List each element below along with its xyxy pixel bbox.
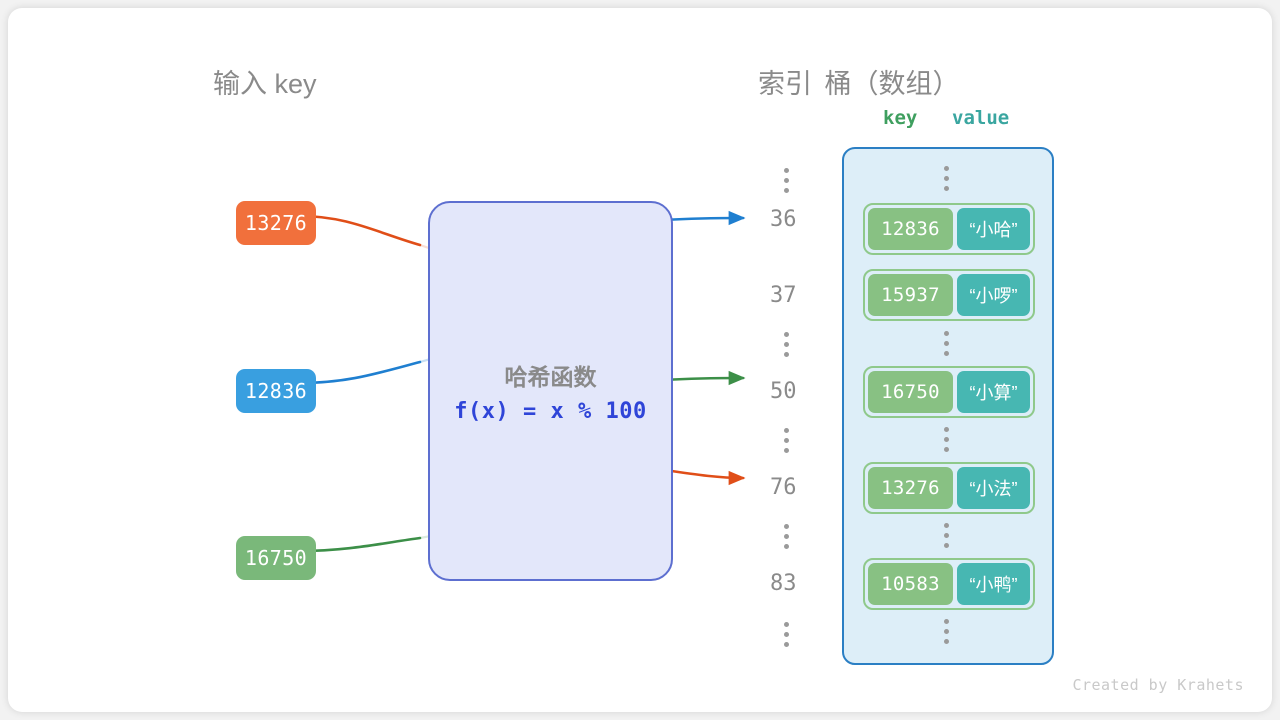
input-key-chip-13276[interactable]: 13276 bbox=[236, 201, 316, 245]
hash-function-formula: f(x) = x % 100 bbox=[454, 399, 647, 424]
input-key-chip-12836[interactable]: 12836 bbox=[236, 369, 316, 413]
column-title-input: 输入 key bbox=[213, 69, 317, 99]
entry-key: 10583 bbox=[868, 563, 953, 605]
index-label-37: 37 bbox=[770, 283, 797, 308]
entry-key: 15937 bbox=[868, 274, 953, 316]
bucket-entry-12836[interactable]: 12836 “小哈” bbox=[863, 203, 1035, 255]
wire-12836-outside-left bbox=[298, 360, 422, 385]
hash-function-box: 哈希函数 f(x) = x % 100 bbox=[428, 201, 673, 581]
index-label-50: 50 bbox=[770, 379, 797, 404]
bucket-value-column-label: value bbox=[952, 107, 1010, 129]
bucket-key-column-label: key bbox=[883, 107, 918, 129]
wire-13276-outside-left bbox=[298, 214, 422, 247]
credit-text: Created by Krahets bbox=[1072, 676, 1244, 694]
bucket-entry-16750[interactable]: 16750 “小算” bbox=[863, 366, 1035, 418]
entry-value: “小鸭” bbox=[956, 563, 1030, 605]
diagram-card: 输入 key 索引 桶（数组） key value bbox=[8, 8, 1272, 712]
entry-key: 12836 bbox=[868, 208, 953, 250]
entry-key: 16750 bbox=[868, 371, 953, 413]
entry-value: “小法” bbox=[956, 467, 1030, 509]
entry-value: “小啰” bbox=[956, 274, 1030, 316]
entry-value: “小算” bbox=[956, 371, 1030, 413]
index-label-83: 83 bbox=[770, 571, 797, 596]
wire-16750-outside-right bbox=[663, 370, 746, 386]
bucket-array: 12836 “小哈” 15937 “小啰” 16750 “小算” bbox=[842, 147, 1054, 665]
index-label-76: 76 bbox=[770, 475, 797, 500]
wire-13276-outside-right bbox=[663, 468, 746, 486]
bucket-entry-10583[interactable]: 10583 “小鸭” bbox=[863, 558, 1035, 610]
entry-key: 13276 bbox=[868, 467, 953, 509]
bucket-entry-13276[interactable]: 13276 “小法” bbox=[863, 462, 1035, 514]
hash-function-title: 哈希函数 bbox=[504, 364, 597, 390]
column-title-index: 索引 bbox=[758, 69, 812, 99]
column-title-bucket: 桶（数组） bbox=[824, 69, 960, 99]
index-label-36: 36 bbox=[770, 207, 797, 232]
wire-12836-outside-right bbox=[663, 210, 746, 226]
bucket-entry-15937[interactable]: 15937 “小啰” bbox=[863, 269, 1035, 321]
entry-value: “小哈” bbox=[956, 208, 1030, 250]
input-key-chip-16750[interactable]: 16750 bbox=[236, 536, 316, 580]
wire-16750-outside-left bbox=[298, 536, 422, 553]
